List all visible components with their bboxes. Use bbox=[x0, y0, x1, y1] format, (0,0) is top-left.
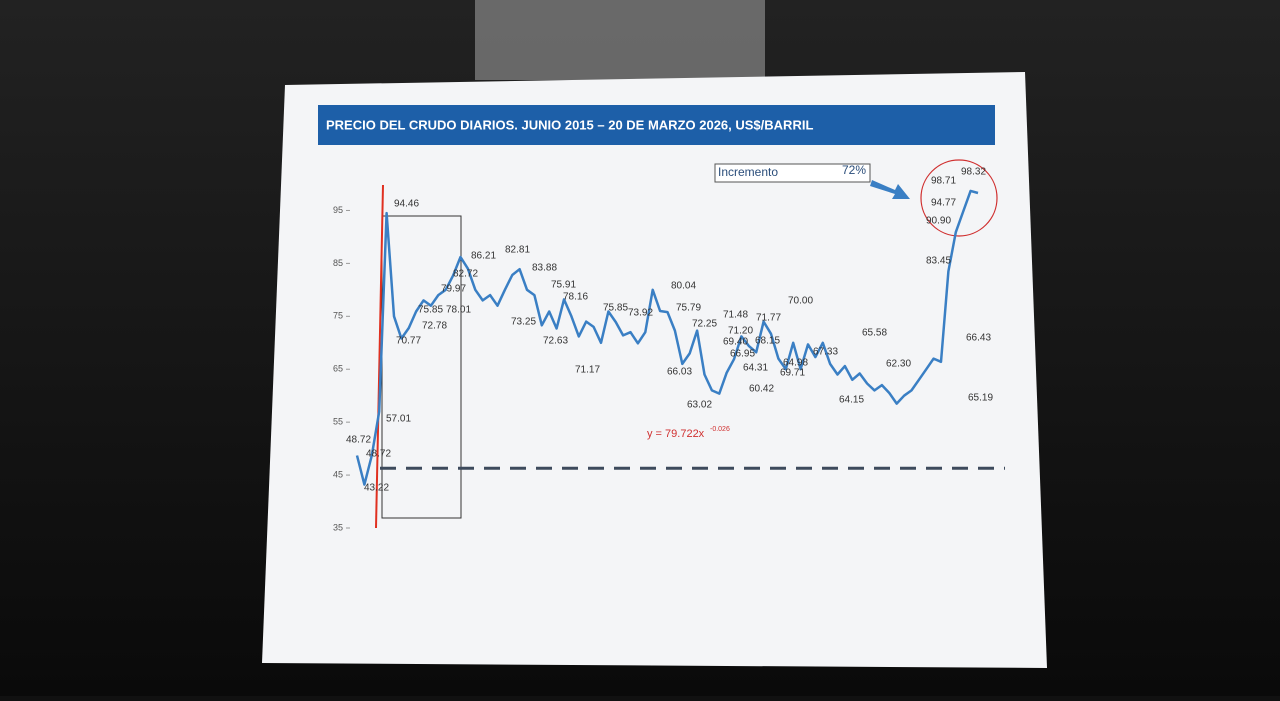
point-label: 64.15 bbox=[839, 395, 864, 406]
point-label: 70.00 bbox=[788, 296, 813, 307]
trend-exponent: -0.026 bbox=[710, 426, 730, 433]
point-label: 82.72 bbox=[453, 269, 478, 280]
paper bbox=[262, 72, 1047, 668]
increment-box bbox=[714, 163, 871, 183]
point-label: 62.30 bbox=[886, 359, 911, 370]
point-label: 83.45 bbox=[926, 256, 951, 267]
point-label: 78.16 bbox=[563, 292, 588, 303]
increment-value: 72% bbox=[842, 163, 866, 177]
point-label: 64.98 bbox=[783, 358, 808, 369]
point-label: 98.32 bbox=[961, 167, 986, 178]
point-label: 73.25 bbox=[511, 317, 536, 328]
y-tick-label: 75 bbox=[333, 311, 343, 321]
y-tick-label: 35 bbox=[333, 522, 343, 532]
point-label: 70.77 bbox=[396, 336, 421, 347]
point-label: 75.85 bbox=[418, 305, 443, 316]
trend-equation: y = 79.722x bbox=[647, 428, 705, 440]
point-label: 63.02 bbox=[687, 400, 712, 411]
point-label: 65.19 bbox=[968, 393, 993, 404]
arrow bbox=[870, 180, 910, 199]
point-label: 43.22 bbox=[364, 483, 389, 494]
point-label: 69.40 bbox=[723, 337, 748, 348]
point-label: 60.42 bbox=[749, 384, 774, 395]
point-label: 48.72 bbox=[366, 449, 391, 460]
point-label: 64.31 bbox=[743, 363, 768, 374]
point-label: 57.01 bbox=[386, 414, 411, 425]
point-label: 67.33 bbox=[813, 347, 838, 358]
y-tick-label: 95 bbox=[333, 205, 343, 215]
point-label: 66.43 bbox=[966, 333, 991, 344]
point-label: 73.92 bbox=[628, 308, 653, 319]
increment-label: Incremento bbox=[718, 165, 778, 179]
title-bar bbox=[318, 105, 995, 145]
highlight-circle bbox=[920, 159, 998, 237]
y-tick-label: 45 bbox=[333, 469, 343, 479]
point-label: 71.20 bbox=[728, 326, 753, 337]
point-label: 71.48 bbox=[723, 310, 748, 321]
point-label: 48.72 bbox=[346, 435, 371, 446]
point-label: 94.77 bbox=[931, 198, 956, 209]
point-label: 75.79 bbox=[676, 303, 701, 314]
y-tick-label: 85 bbox=[333, 258, 343, 268]
point-label: 82.81 bbox=[505, 245, 530, 256]
point-label: 78.01 bbox=[446, 305, 471, 316]
point-label: 75.91 bbox=[551, 280, 576, 291]
price-line bbox=[355, 189, 979, 486]
point-label: 94.46 bbox=[394, 199, 419, 210]
point-label: 72.78 bbox=[422, 321, 447, 332]
point-label: 79.97 bbox=[441, 284, 466, 295]
point-label: 69.71 bbox=[780, 368, 805, 379]
point-label: 80.04 bbox=[671, 281, 696, 292]
point-label: 72.25 bbox=[692, 319, 717, 330]
y-tick-label: 65 bbox=[333, 364, 343, 374]
point-label: 68.15 bbox=[755, 336, 780, 347]
point-label: 66.03 bbox=[667, 367, 692, 378]
point-label: 83.88 bbox=[532, 263, 557, 274]
point-label: 71.77 bbox=[756, 313, 781, 324]
glare bbox=[475, 0, 765, 80]
point-label: 71.17 bbox=[575, 365, 600, 376]
chart-title: PRECIO DEL CRUDO DIARIOS. JUNIO 2015 – 2… bbox=[326, 117, 813, 132]
marker-line bbox=[375, 184, 384, 529]
point-label: 75.85 bbox=[603, 303, 628, 314]
point-label: 65.58 bbox=[862, 328, 887, 339]
y-tick-label: 55 bbox=[333, 417, 343, 427]
point-label: 66.95 bbox=[730, 349, 755, 360]
point-label: 86.21 bbox=[471, 251, 496, 262]
point-label: 90.90 bbox=[926, 216, 951, 227]
point-label: 98.71 bbox=[931, 176, 956, 187]
point-label: 72.63 bbox=[543, 336, 568, 347]
